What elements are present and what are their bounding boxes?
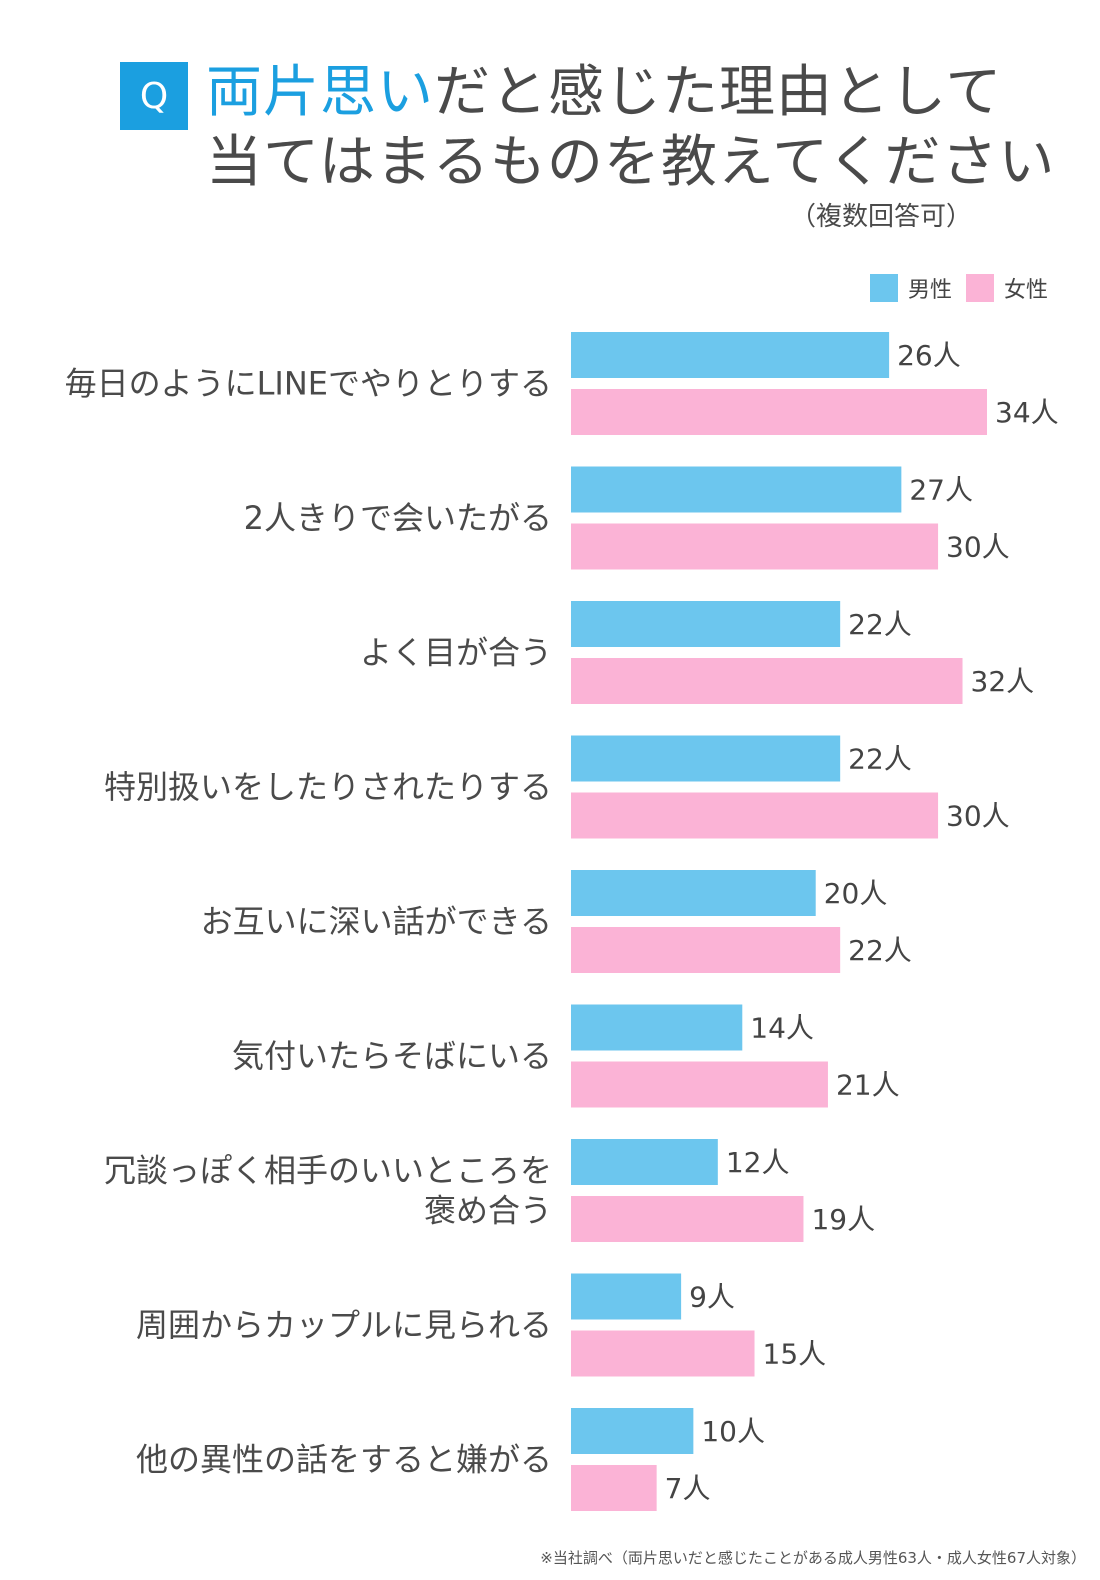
data-label: 14人 bbox=[750, 1012, 814, 1045]
bar-male bbox=[571, 1408, 694, 1454]
bar-female bbox=[571, 389, 987, 435]
category-label: 褒め合う bbox=[424, 1192, 552, 1230]
bar-male bbox=[571, 466, 902, 513]
data-label: 30人 bbox=[946, 800, 1010, 833]
question-badge: Q bbox=[120, 62, 188, 130]
data-label: 20人 bbox=[824, 877, 888, 910]
footnote: ※当社調べ（両片思いだと感じたことがある成人男性63人・成人女性67人対象） bbox=[540, 1549, 1086, 1567]
subtitle: （複数回答可） bbox=[789, 202, 972, 232]
legend-label-male: 男性 bbox=[907, 278, 952, 303]
category-label: 冗談っぽく相手のいいところを bbox=[104, 1152, 552, 1190]
category-label: 気付いたらそばにいる bbox=[232, 1037, 552, 1075]
data-label: 7人 bbox=[665, 1472, 711, 1505]
bar-male bbox=[571, 870, 816, 916]
bar-male bbox=[571, 332, 890, 378]
data-label: 27人 bbox=[909, 474, 973, 507]
category-label: 特別扱いをしたりされたりする bbox=[104, 768, 552, 806]
category-label: よく目が合う bbox=[360, 634, 552, 672]
data-label: 22人 bbox=[848, 743, 912, 776]
title-highlight: 両片思い bbox=[206, 60, 434, 125]
data-label: 10人 bbox=[701, 1415, 765, 1448]
data-label: 19人 bbox=[811, 1203, 875, 1236]
legend-item-female: 女性 bbox=[965, 272, 1048, 304]
legend-swatch-female bbox=[965, 274, 994, 302]
page-title: 両片思いだと感じた理由として 当てはまるものを教えてください bbox=[206, 58, 1055, 198]
bar-female bbox=[571, 927, 841, 973]
title-rest: だと感じた理由として bbox=[434, 60, 1003, 125]
bar-female bbox=[571, 523, 939, 570]
data-label: 30人 bbox=[946, 531, 1010, 564]
data-label: 26人 bbox=[897, 339, 961, 372]
bar-female bbox=[571, 1330, 755, 1377]
bar-female bbox=[571, 792, 939, 839]
category-label: 2人きりで会いたがる bbox=[244, 499, 552, 537]
data-label: 21人 bbox=[836, 1069, 900, 1102]
title-line-1: 両片思いだと感じた理由として bbox=[206, 58, 1055, 128]
category-label: 周囲からカップルに見られる bbox=[136, 1306, 552, 1344]
category-label: お互いに深い話ができる bbox=[201, 903, 552, 941]
bar-female bbox=[571, 1465, 657, 1511]
data-label: 22人 bbox=[848, 608, 912, 641]
bar-chart: 毎日のようにLINEでやりとりする26人34人2人きりで会いたがる27人30人よ… bbox=[65, 332, 1059, 1511]
title-line-2: 当てはまるものを教えてください bbox=[206, 130, 1056, 195]
bar-female bbox=[571, 1196, 804, 1242]
legend-swatch-male bbox=[869, 274, 898, 302]
data-label: 15人 bbox=[763, 1338, 827, 1371]
bar-female bbox=[571, 1061, 828, 1108]
bar-female bbox=[571, 658, 963, 704]
data-label: 9人 bbox=[689, 1281, 735, 1314]
bar-male bbox=[571, 735, 841, 782]
legend-item-male: 男性 bbox=[869, 272, 952, 304]
data-label: 32人 bbox=[971, 665, 1035, 698]
data-label: 22人 bbox=[848, 934, 912, 967]
data-label: 34人 bbox=[995, 396, 1059, 429]
legend: 男性 女性 bbox=[869, 272, 1048, 304]
bar-male bbox=[571, 601, 841, 647]
bar-male bbox=[571, 1004, 743, 1051]
category-label: 毎日のようにLINEでやりとりする bbox=[65, 365, 552, 403]
category-label: 他の異性の話をすると嫌がる bbox=[136, 1441, 552, 1479]
bar-male bbox=[571, 1273, 682, 1320]
legend-label-female: 女性 bbox=[1003, 278, 1048, 303]
bar-male bbox=[571, 1139, 718, 1185]
data-label: 12人 bbox=[726, 1146, 790, 1179]
